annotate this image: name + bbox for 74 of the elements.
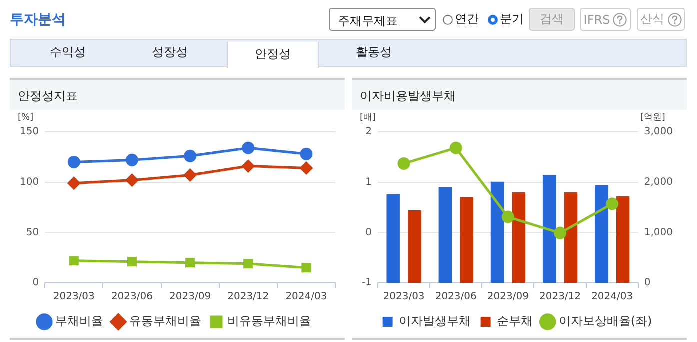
y-tick-label: 100 — [20, 176, 40, 188]
y-tick-label: 1 — [366, 176, 372, 188]
point — [554, 226, 566, 240]
point — [300, 148, 313, 160]
x-tick-label: 2023/06 — [111, 292, 153, 303]
text: 주재무제표 — [329, 8, 436, 31]
bar — [595, 185, 608, 283]
y2-tick-label: 3,000 — [644, 126, 674, 138]
bar — [490, 182, 504, 283]
text: 안정성 — [227, 42, 319, 68]
text: 활동성 — [355, 44, 393, 61]
chart-title: 안정성지표 — [10, 80, 345, 110]
legend-label: 순부채 — [496, 314, 533, 328]
text: IFRS — [580, 8, 631, 31]
point — [184, 150, 197, 162]
y-tick-label: 0 — [366, 227, 372, 238]
bar — [512, 192, 526, 283]
point — [300, 162, 313, 174]
point — [184, 169, 197, 182]
bar — [386, 194, 400, 283]
legend-label: 이자보상배율(좌) — [558, 314, 652, 328]
x-tick-label: 2024/03 — [286, 292, 328, 303]
x-tick-label: 2023/03 — [53, 292, 95, 303]
text: 연간 — [454, 11, 479, 28]
y-axis-title: [%] — [18, 112, 34, 123]
legend-label: 비유동부채비율 — [228, 314, 312, 328]
legend-label: 이자발생부채 — [398, 314, 471, 328]
text: 분기 — [499, 11, 524, 28]
x-tick-label: 2023/12 — [228, 292, 270, 303]
bar — [438, 187, 452, 283]
y-tick-label: 2 — [366, 126, 372, 138]
bar — [460, 197, 474, 283]
point — [606, 198, 619, 210]
point — [450, 142, 462, 154]
point — [127, 257, 137, 267]
point — [69, 256, 79, 266]
point — [186, 258, 196, 268]
bar — [616, 196, 630, 283]
point — [244, 259, 254, 269]
point — [68, 156, 80, 168]
legend-label: 부채비율 — [56, 314, 104, 328]
text: 성장성 — [151, 44, 189, 61]
point — [126, 154, 138, 166]
bar — [542, 175, 556, 283]
y-tick-label: 0 — [32, 278, 40, 289]
text: 검색 — [529, 8, 575, 31]
y-tick-label: 50 — [26, 227, 40, 238]
x-tick-label: 2023/09 — [487, 292, 529, 303]
text: 투자분석 — [10, 11, 66, 29]
y-axis-title: [배] — [360, 112, 376, 123]
x-tick-label: 2023/12 — [539, 292, 582, 303]
point — [126, 174, 138, 187]
text: 수익성 — [49, 44, 87, 61]
y2-tick-label: 0 — [644, 278, 651, 289]
legend-label: 유동부채비율 — [130, 314, 202, 328]
text: 산식 — [637, 8, 685, 31]
bar — [408, 210, 422, 283]
chart-title: 이자비용발생부채 — [352, 80, 687, 110]
point — [398, 157, 410, 170]
x-tick-label: 2023/09 — [170, 292, 212, 303]
x-tick-label: 2023/03 — [383, 292, 425, 303]
bar — [564, 192, 578, 283]
y2-axis-title: [억원] — [640, 112, 666, 123]
point — [242, 160, 255, 172]
x-tick-label: 2024/03 — [592, 292, 634, 303]
y-tick-label: 150 — [20, 126, 40, 138]
point — [302, 263, 312, 273]
x-tick-label: 2023/06 — [435, 292, 477, 303]
point — [502, 210, 514, 224]
y2-tick-label: 2,000 — [644, 176, 674, 188]
point — [68, 177, 80, 190]
y-tick-label: -1 — [362, 278, 372, 289]
point — [242, 142, 255, 154]
y2-tick-label: 1,000 — [644, 227, 674, 238]
